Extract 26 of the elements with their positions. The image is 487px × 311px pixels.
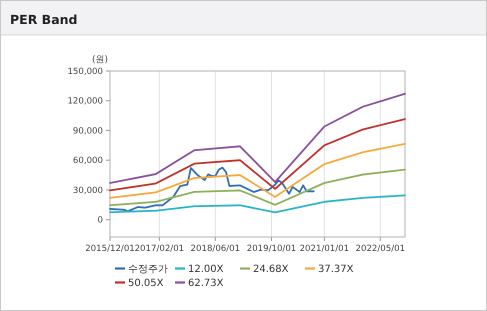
legend-label: 12.00X	[188, 264, 224, 275]
line-series	[109, 166, 315, 212]
y-tick-label: 120,000	[67, 96, 103, 107]
x-tick-label: 2019/10/01	[246, 244, 296, 254]
chart-title: PER Band	[10, 12, 78, 27]
x-tick-label: 2018/06/01	[190, 244, 240, 254]
line-series	[109, 142, 406, 199]
x-tick-label: 2015/12/01	[85, 244, 135, 254]
y-tick-label: 90,000	[72, 126, 103, 136]
x-tick-label: 2022/05/01	[356, 244, 406, 254]
y-axis-title: (원)	[92, 55, 108, 65]
y-tick-label: 30,000	[72, 186, 103, 196]
legend-label: 62.73X	[188, 278, 224, 289]
legend-label: 24.68X	[253, 264, 289, 275]
x-tick-label: 2021/01/01	[300, 244, 350, 254]
y-tick-label: 60,000	[72, 156, 103, 166]
y-tick-label: 0	[98, 216, 103, 226]
line-series	[109, 168, 406, 206]
line-series	[109, 92, 406, 184]
legend-label: 수정주가	[128, 264, 168, 275]
x-tick-label: 2017/02/01	[134, 244, 184, 254]
legend-label: 50.05X	[128, 278, 164, 289]
y-tick-label: 150,000	[67, 67, 103, 77]
line-series	[109, 118, 406, 192]
line-series	[109, 194, 406, 214]
legend-label: 37.37X	[318, 264, 354, 275]
